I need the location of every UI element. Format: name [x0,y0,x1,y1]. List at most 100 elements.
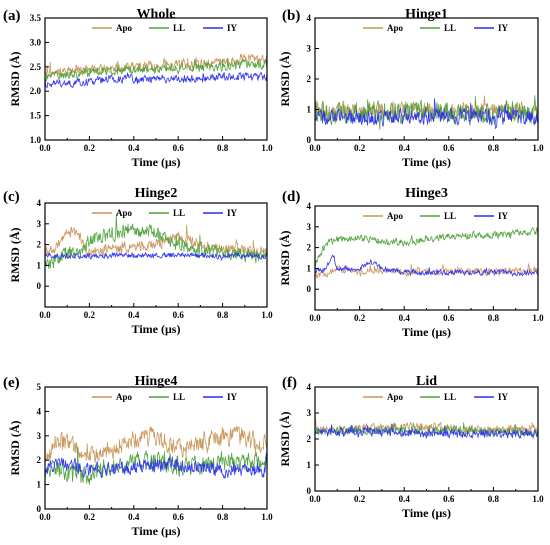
legend-label-iy: IY [498,392,509,402]
y-tick-label: 1.5 [30,111,42,121]
series-line-apo [45,425,267,468]
x-tick-label: 0.8 [488,313,500,323]
y-tick-label: 3 [37,219,42,229]
x-tick-label: 0.2 [84,310,96,320]
legend-label-iy: IY [227,208,238,218]
panel-hinge1: 0.0 0.2 0.4 0.6 0.8 1.0 0 1 2 3 4 Time (μs) RMSD (Å)… [278,7,544,169]
x-tick-label: 0.4 [128,512,140,522]
panel-title: Whole [137,7,176,22]
y-tick-label: 2 [37,455,42,465]
x-tick-label: 0.6 [443,143,455,153]
x-tick-label: 0.0 [309,143,321,153]
legend-label-ll: LL [444,23,456,33]
y-tick-label: 1.0 [30,135,42,145]
x-tick-label: 0.6 [443,313,455,323]
y-axis-label: RMSD (Å) [8,421,22,476]
panel-whole: 0.0 0.2 0.4 0.6 0.8 1.0 1.0 1.5 2.0 2.5 3.0 3.5 Time… [3,7,273,169]
panel-lid: 0.0 0.2 0.4 0.6 0.8 1.0 0 1 2 3 4 Time (μs) RMSD (Å)… [278,374,544,520]
panel-hinge2: 0.0 0.2 0.4 0.6 0.8 1.0 0 1 2 3 4 Time (μs) RMSD (Å)… [3,186,273,336]
y-tick-label: 2.5 [30,62,42,72]
series-line-ll [315,95,538,130]
panel-letter: (f) [282,375,297,391]
series-line-iy [45,453,267,479]
x-axis-label: Time (μs) [402,506,451,520]
x-tick-label: 1.0 [261,143,273,153]
series-line-iy [45,252,267,261]
x-tick-label: 0.2 [354,494,366,504]
x-tick-label: 0.4 [128,310,140,320]
x-tick-label: 0.4 [399,313,411,323]
panel-title: Hinge3 [405,186,448,201]
plot-frame [314,205,539,311]
x-tick-label: 0.8 [217,512,229,522]
legend-label-iy: IY [227,392,238,402]
panel-letter: (c) [3,189,20,205]
series-line-iy [315,254,538,277]
panel-letter: (e) [3,375,20,391]
x-tick-label: 1.0 [532,313,544,323]
y-tick-label: 3.5 [30,13,42,23]
x-tick-label: 0.4 [399,494,411,504]
x-axis-label: Time (μs) [132,524,181,538]
y-tick-label: 1 [37,260,42,270]
series-line-ll [315,227,538,267]
series-line-iy [45,72,267,89]
x-tick-label: 0.6 [173,512,185,522]
y-tick-label: 2 [307,74,312,84]
y-axis-label: RMSD (Å) [8,52,22,107]
x-tick-label: 0.6 [173,143,185,153]
x-tick-label: 1.0 [532,494,544,504]
legend-label-iy: IY [498,23,509,33]
panel-letter: (d) [282,189,300,205]
y-tick-label: 3 [307,222,312,232]
y-axis-label: RMSD (Å) [278,231,292,286]
x-tick-label: 0.0 [309,494,321,504]
panel-letter: (b) [282,8,300,24]
legend-label-ll: LL [444,211,456,221]
panel-title: Hinge1 [405,7,448,22]
x-tick-label: 0.8 [217,143,229,153]
y-tick-label: 1 [307,105,312,115]
legend-label-ll: LL [173,392,185,402]
x-tick-label: 0.0 [39,143,51,153]
x-tick-label: 0.4 [128,143,140,153]
y-tick-label: 5 [37,382,42,392]
panel-hinge3: 0.0 0.2 0.4 0.6 0.8 1.0 0 1 2 3 4 Time (μs) RMSD (Å)… [278,186,544,339]
panel-title: Lid [416,374,437,389]
x-tick-label: 0.2 [354,313,366,323]
y-tick-label: 1 [37,480,42,490]
y-tick-label: 2.0 [30,86,42,96]
x-tick-label: 0.8 [488,143,500,153]
y-axis-label: RMSD (Å) [278,52,292,107]
y-tick-label: 0 [307,135,312,145]
x-tick-label: 0.0 [309,313,321,323]
y-tick-label: 1 [307,460,312,470]
x-tick-label: 0.2 [354,143,366,153]
x-tick-label: 0.2 [84,143,96,153]
plot-frame [314,17,539,141]
y-tick-label: 3 [37,431,42,441]
legend-label-ll: LL [173,23,185,33]
x-tick-label: 0.0 [39,512,51,522]
series-line-iy [315,98,538,129]
y-tick-label: 2 [37,240,42,250]
y-tick-label: 3 [307,408,312,418]
y-tick-label: 3 [307,44,312,54]
y-tick-label: 0 [37,281,42,291]
y-axis-label: RMSD (Å) [8,228,22,283]
x-axis-label: Time (μs) [402,325,451,339]
x-tick-label: 0.6 [443,494,455,504]
y-tick-label: 4 [37,198,42,208]
x-tick-label: 0.2 [84,512,96,522]
legend-label-apo: Apo [116,392,133,402]
legend-label-iy: IY [227,23,238,33]
y-tick-label: 4 [37,406,42,416]
legend-label-apo: Apo [116,23,133,33]
series-line-iy [315,423,538,439]
legend-label-ll: LL [444,392,456,402]
legend-label-apo: Apo [387,211,404,221]
x-axis-label: Time (μs) [402,155,451,169]
y-tick-label: 0 [307,486,312,496]
legend-label-apo: Apo [387,23,404,33]
